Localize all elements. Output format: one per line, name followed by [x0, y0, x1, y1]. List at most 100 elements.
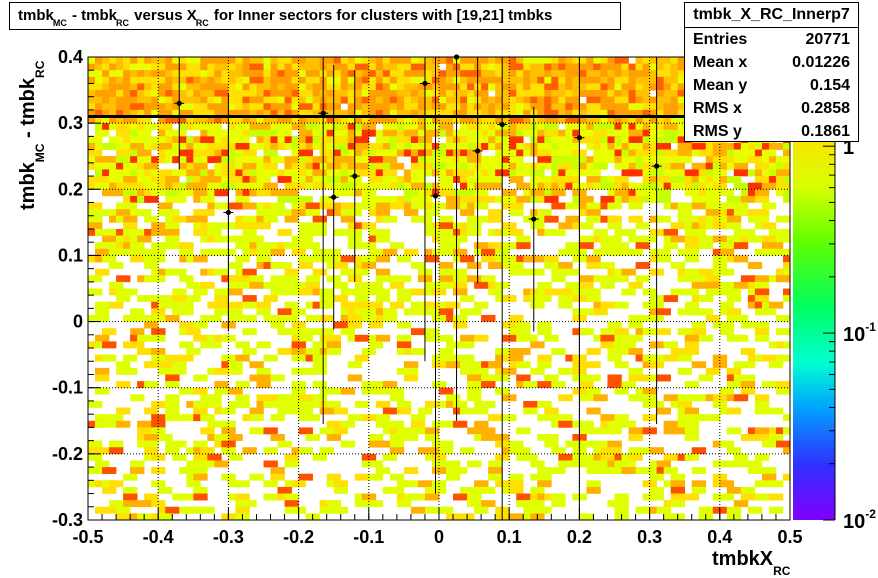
heatmap-cell	[193, 156, 208, 164]
heatmap-cell	[263, 354, 278, 362]
heatmap-cell	[586, 136, 601, 144]
heatmap-cell	[558, 262, 573, 269]
heatmap-cell	[410, 176, 426, 183]
heatmap-cell	[123, 473, 138, 481]
heatmap-cell	[249, 407, 264, 415]
heatmap-cell	[235, 182, 250, 190]
heatmap-cell	[684, 242, 700, 250]
heatmap-cell	[158, 367, 173, 375]
heatmap-cell	[340, 202, 356, 210]
heatmap-cell	[284, 453, 299, 461]
heatmap-cell	[656, 255, 671, 263]
heatmap-cell	[298, 235, 313, 243]
heatmap-cell	[488, 209, 503, 217]
heatmap-cell	[326, 473, 342, 481]
heatmap-cell	[782, 473, 790, 481]
heatmap-cell	[733, 500, 749, 508]
heatmap-cell	[144, 321, 159, 329]
profile-points	[174, 54, 662, 520]
heatmap-cell	[754, 195, 770, 203]
heatmap-cell	[375, 295, 391, 303]
heatmap-cell	[214, 387, 229, 395]
heatmap-cell	[326, 434, 342, 441]
heatmap-cell	[270, 275, 285, 283]
heatmap-cell	[235, 480, 250, 488]
heatmap-cell	[677, 414, 693, 422]
heatmap-cell	[551, 381, 566, 389]
heatmap-cell	[691, 467, 707, 474]
heatmap-cell	[305, 202, 320, 210]
heatmap-cell	[691, 447, 707, 455]
heatmap-cell	[502, 242, 517, 250]
heatmap-cell	[516, 348, 531, 355]
heatmap-cell	[530, 486, 545, 494]
heatmap-cell	[186, 63, 201, 71]
heatmap-cell	[642, 387, 657, 395]
heatmap-cell	[354, 354, 370, 362]
heatmap-cell	[754, 295, 770, 303]
heatmap-cell	[298, 394, 313, 402]
heatmap-cell	[361, 453, 377, 461]
heatmap-cell	[256, 83, 271, 91]
heatmap-cell	[467, 222, 482, 230]
heatmap-cell	[389, 387, 405, 395]
heatmap-cell	[123, 367, 138, 375]
heatmap-cell	[333, 136, 349, 144]
heatmap-cell	[277, 57, 292, 64]
heatmap-cell	[193, 321, 208, 329]
heatmap-cell	[488, 262, 503, 269]
heatmap-cell	[368, 341, 384, 349]
heatmap-cell	[312, 255, 327, 263]
heatmap-cell	[249, 123, 264, 131]
heatmap-cell	[698, 506, 714, 514]
heatmap-cell	[586, 361, 601, 369]
heatmap-cell	[516, 195, 531, 203]
heatmap-cell	[221, 354, 236, 362]
heatmap-cell	[768, 242, 784, 250]
heatmap-cell	[102, 255, 117, 263]
heatmap-cell	[586, 288, 601, 296]
heatmap-cell	[621, 341, 636, 349]
heatmap-cell	[144, 195, 159, 203]
heatmap-cell	[621, 460, 636, 468]
heatmap-cell	[481, 195, 496, 203]
heatmap-cell	[382, 381, 398, 389]
heatmap-cell	[635, 242, 650, 250]
heatmap-cell	[453, 321, 468, 329]
heatmap-cell	[298, 255, 313, 263]
heatmap-cell	[663, 427, 678, 435]
heatmap-cell	[628, 235, 643, 243]
heatmap-cell	[214, 381, 229, 389]
heatmap-cell	[754, 328, 770, 336]
heatmap-cell	[635, 90, 650, 97]
heatmap-cell	[130, 242, 145, 250]
heatmap-cell	[677, 275, 693, 283]
heatmap-cell	[116, 407, 131, 415]
heatmap-cell	[151, 500, 166, 508]
heatmap-cell	[179, 493, 194, 501]
heatmap-cell	[116, 361, 131, 369]
heatmap-cell	[516, 447, 531, 455]
heatmap-cell	[516, 328, 531, 336]
heatmap-cell	[537, 162, 552, 170]
heatmap-cell	[544, 262, 559, 269]
heatmap-cell	[319, 288, 334, 296]
heatmap-cell	[509, 480, 524, 488]
heatmap-cell	[228, 288, 243, 296]
heatmap-cell	[88, 447, 103, 455]
heatmap-cell	[95, 268, 110, 276]
heatmap-cell	[768, 301, 784, 309]
heatmap-cell	[179, 103, 194, 111]
heatmap-cell	[123, 486, 138, 494]
heatmap-cell	[403, 367, 419, 375]
heatmap-cell	[544, 434, 559, 441]
heatmap-cell	[684, 268, 700, 276]
heatmap-cell	[733, 149, 749, 157]
heatmap-cell	[249, 103, 264, 111]
heatmap-cell	[403, 427, 419, 435]
heatmap-cell	[263, 400, 278, 408]
profile-point	[574, 57, 585, 520]
heatmap-cell	[712, 354, 728, 362]
heatmap-cell	[298, 149, 313, 157]
heatmap-cell	[95, 209, 110, 217]
